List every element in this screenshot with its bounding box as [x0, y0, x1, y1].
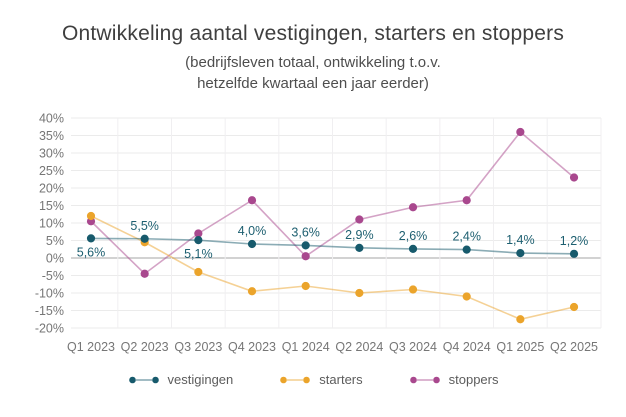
y-tick-label: -10%	[35, 287, 64, 301]
vestigingen-point-label: 5,1%	[184, 247, 213, 261]
stoppers-data-point	[355, 215, 364, 224]
starters-data-point	[194, 267, 203, 277]
vestigingen-point-label: 2,9%	[345, 228, 374, 242]
stoppers-data-point	[140, 269, 149, 278]
y-tick-label: -15%	[35, 304, 64, 318]
gridlines	[71, 117, 602, 329]
vestigingen-point-label: 4,0%	[238, 224, 267, 238]
chart-title: Ontwikkeling aantal vestigingen, starter…	[61, 22, 565, 45]
starters-data-point	[86, 211, 96, 221]
legend-item-starters[interactable]: starters	[279, 372, 363, 387]
x-tick-label: Q3 2023	[174, 340, 222, 354]
legend: vestigingen starters stoppers	[0, 372, 626, 387]
vestigingen-line-marker-icon	[128, 376, 159, 383]
legend-item-vestigingen[interactable]: vestigingen	[128, 372, 234, 387]
vestigingen-data-point	[462, 245, 471, 254]
vestigingen-data-point	[408, 244, 418, 253]
line-chart: 40% 35% 30% 25% 20% 15% 10% 5% 0% -5% -10% -15% -20%…	[35, 112, 602, 355]
x-tick-label: Q1 2023	[67, 340, 115, 354]
stoppers-data-point	[408, 203, 418, 212]
vestigingen-data-point	[516, 249, 525, 258]
vestigingen-line	[90, 237, 575, 255]
vestigingen-data-point	[569, 249, 579, 258]
x-tick-label: Q4 2023	[228, 340, 276, 354]
chart-subtitle-line2: hetzelfde kwartaal een jaar eerder)	[197, 75, 429, 92]
stoppers-data-point	[462, 196, 471, 205]
y-tick-label: -20%	[35, 322, 64, 336]
y-tick-label: 10%	[39, 217, 64, 231]
starters-data-point	[462, 292, 471, 301]
chart-subtitle-line1: (bedrijfsleven totaal, ontwikkeling t.o.…	[185, 54, 441, 71]
x-tick-label: Q1 2025	[496, 340, 544, 354]
y-tick-label: 35%	[39, 129, 64, 143]
vestigingen-data-point	[301, 241, 310, 250]
vestigingen-point-label: 1,2%	[560, 234, 589, 248]
legend-label: stoppers	[448, 372, 499, 387]
vestigingen-data-point	[194, 236, 203, 245]
vestigingen-point-label: 2,6%	[399, 229, 428, 243]
y-tick-label: 20%	[39, 182, 64, 196]
x-tick-label: Q3 2024	[389, 340, 437, 354]
stoppers-data-point	[247, 196, 257, 205]
x-tick-label: Q1 2024	[282, 340, 330, 354]
y-tick-label: 5%	[46, 234, 64, 248]
y-tick-label: 40%	[39, 112, 64, 126]
y-tick-label: 0%	[46, 252, 64, 266]
vestigingen-data-point	[355, 243, 364, 252]
data-series	[86, 127, 579, 324]
vestigingen-point-label: 5,6%	[77, 245, 106, 259]
axis-labels: 40% 35% 30% 25% 20% 15% 10% 5% 0% -5% -10% -15% -20%…	[35, 112, 598, 355]
starters-data-point	[355, 288, 364, 298]
y-tick-label: 25%	[39, 164, 64, 178]
vestigingen-point-label: 3,6%	[291, 225, 320, 239]
y-tick-label: 30%	[39, 147, 64, 161]
vestigingen-data-point	[140, 234, 149, 243]
vestigingen-point-label: 2,4%	[452, 230, 481, 244]
y-tick-label: -5%	[42, 269, 64, 283]
data-point-labels: 5,6% 5,5% 5,1% 4,0% 3,6% 2,9% 2,6% 2,4% 1,4% 1,2%	[77, 219, 589, 261]
vestigingen-point-label: 5,5%	[130, 219, 159, 233]
legend-item-stoppers[interactable]: stoppers	[409, 372, 499, 387]
starters-data-point	[569, 302, 579, 312]
vestigingen-point-label: 1,4%	[506, 233, 535, 247]
starters-line-marker-icon	[280, 376, 311, 383]
stoppers-data-point	[516, 127, 525, 137]
x-tick-label: Q2 2025	[550, 340, 598, 354]
legend-label: vestigingen	[167, 372, 234, 387]
x-tick-label: Q2 2024	[335, 340, 383, 354]
x-tick-label: Q2 2023	[121, 340, 169, 354]
starters-data-point	[247, 287, 257, 296]
x-tick-label: Q4 2024	[443, 340, 491, 354]
stoppers-line	[90, 130, 575, 275]
starters-data-point	[516, 315, 525, 324]
y-tick-label: 15%	[39, 199, 64, 213]
legend-label: starters	[319, 372, 363, 387]
stoppers-data-point	[301, 252, 310, 261]
starters-data-point	[408, 285, 418, 294]
vestigingen-data-point	[247, 239, 257, 249]
stoppers-data-point	[569, 173, 579, 182]
starters-data-point	[301, 281, 310, 291]
starters-line	[90, 215, 575, 321]
stoppers-data-point	[194, 229, 203, 238]
vestigingen-data-point	[86, 234, 96, 243]
stoppers-line-marker-icon	[409, 376, 440, 383]
